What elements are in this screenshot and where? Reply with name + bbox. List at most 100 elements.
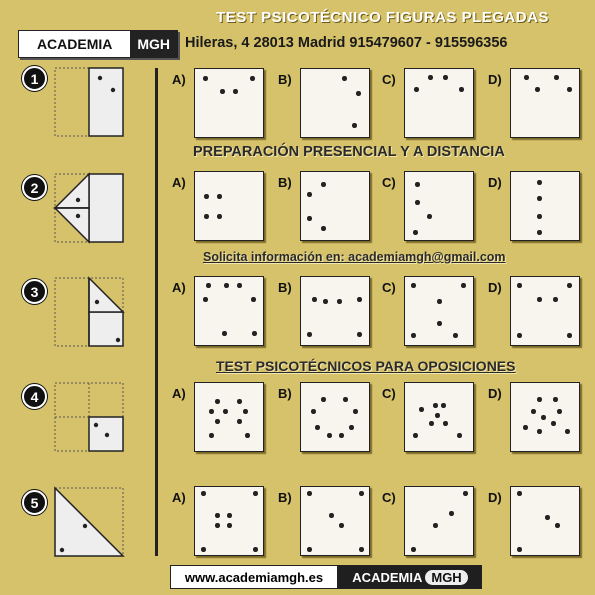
option-label: B)	[278, 280, 292, 295]
option-label: C)	[382, 72, 396, 87]
answer-option-box[interactable]	[404, 382, 474, 452]
folded-figure-1	[54, 67, 124, 137]
folded-figure-2	[53, 172, 124, 244]
hole-dot	[537, 196, 542, 201]
answer-option-box[interactable]	[510, 486, 580, 556]
answer-option-box[interactable]	[300, 171, 370, 241]
hole-dot	[307, 332, 312, 337]
option-label: D)	[488, 490, 502, 505]
hole-dot	[433, 403, 438, 408]
hole-dot	[307, 192, 312, 197]
hole-dot	[567, 333, 572, 338]
address-line: Hileras, 4 28013 Madrid 915479607 - 9155…	[185, 35, 508, 51]
option-label: C)	[382, 175, 396, 190]
hole-dot	[441, 403, 446, 408]
divider-line	[155, 68, 158, 556]
hole-dot	[517, 283, 522, 288]
hole-dot	[307, 547, 312, 552]
hole-dot	[415, 182, 420, 187]
hole-dot	[541, 415, 546, 420]
hole-dot	[201, 547, 206, 552]
hole-dot	[457, 433, 462, 438]
option-label: A)	[172, 280, 186, 295]
hole-dot	[553, 297, 558, 302]
hole-dot	[414, 87, 419, 92]
hole-dot	[449, 511, 454, 516]
hole-dot	[311, 409, 316, 414]
hole-dot	[251, 297, 256, 302]
banner-solicita: Solicita información en: academiamgh@gma…	[203, 250, 506, 264]
hole-dot	[215, 513, 220, 518]
answer-option-box[interactable]	[510, 68, 580, 138]
hole-dot	[323, 299, 328, 304]
hole-dot	[321, 182, 326, 187]
option-label: C)	[382, 490, 396, 505]
logo-brand: MGH	[130, 31, 177, 57]
option-label: B)	[278, 490, 292, 505]
hole-dot	[565, 429, 570, 434]
answer-option-box[interactable]	[404, 68, 474, 138]
hole-dot	[537, 230, 542, 235]
answer-option-box[interactable]	[404, 171, 474, 241]
hole-dot	[312, 297, 317, 302]
hole-dot	[537, 214, 542, 219]
answer-option-box[interactable]	[300, 486, 370, 556]
answer-option-box[interactable]	[510, 276, 580, 346]
answer-option-box[interactable]	[300, 276, 370, 346]
hole-dot	[243, 409, 248, 414]
folded-figure-5	[54, 486, 125, 557]
hole-dot	[531, 409, 536, 414]
hole-dot	[253, 547, 258, 552]
answer-option-box[interactable]	[300, 68, 370, 138]
hole-dot	[517, 333, 522, 338]
hole-dot	[224, 283, 229, 288]
hole-dot	[411, 283, 416, 288]
option-label: B)	[278, 175, 292, 190]
option-label: A)	[172, 490, 186, 505]
hole-dot	[463, 491, 468, 496]
hole-dot	[215, 399, 220, 404]
answer-option-box[interactable]	[194, 276, 264, 346]
hole-dot	[237, 419, 242, 424]
hole-dot	[435, 413, 440, 418]
option-label: A)	[172, 72, 186, 87]
answer-option-box[interactable]	[404, 486, 474, 556]
answer-option-box[interactable]	[300, 382, 370, 452]
hole-dot	[215, 419, 220, 424]
hole-dot	[253, 491, 258, 496]
hole-dot	[217, 214, 222, 219]
hole-dot	[453, 333, 458, 338]
hole-dot	[233, 89, 238, 94]
hole-dot	[437, 321, 442, 326]
hole-dot	[339, 433, 344, 438]
hole-dot	[327, 433, 332, 438]
hole-dot	[237, 399, 242, 404]
hole-dot	[220, 89, 225, 94]
hole-dot	[545, 515, 550, 520]
website-link[interactable]: www.academiamgh.es	[170, 565, 338, 589]
hole-dot	[353, 409, 358, 414]
hole-dot	[567, 87, 572, 92]
question-number-1: 1	[22, 66, 47, 91]
hole-dot	[535, 87, 540, 92]
hole-dot	[429, 421, 434, 426]
option-label: D)	[488, 175, 502, 190]
option-label: D)	[488, 386, 502, 401]
answer-option-box[interactable]	[194, 68, 264, 138]
option-label: A)	[172, 386, 186, 401]
option-label: C)	[382, 386, 396, 401]
answer-option-box[interactable]	[194, 486, 264, 556]
answer-option-box[interactable]	[404, 276, 474, 346]
answer-option-box[interactable]	[510, 382, 580, 452]
page-title: TEST PSICOTÉCNICO FIGURAS PLEGADAS	[216, 9, 549, 26]
hole-dot	[443, 75, 448, 80]
answer-option-box[interactable]	[194, 171, 264, 241]
hole-dot	[252, 331, 257, 336]
hole-dot	[537, 397, 542, 402]
hole-dot	[356, 91, 361, 96]
answer-option-box[interactable]	[510, 171, 580, 241]
hole-dot	[217, 194, 222, 199]
hole-dot	[321, 226, 326, 231]
answer-option-box[interactable]	[194, 382, 264, 452]
option-label: D)	[488, 72, 502, 87]
